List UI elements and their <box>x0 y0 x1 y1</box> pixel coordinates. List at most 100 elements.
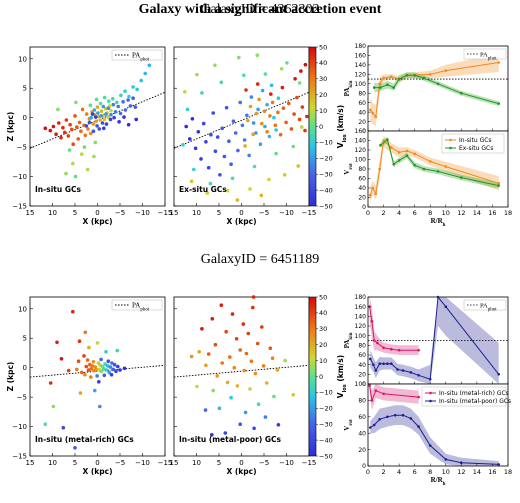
series-point <box>370 319 374 323</box>
series-point <box>390 75 393 78</box>
gc-point <box>282 173 287 177</box>
gc-point <box>268 114 272 118</box>
gc-point <box>117 120 121 124</box>
y-tick-label: 160 <box>355 304 367 311</box>
gc-point <box>108 117 113 122</box>
series-point <box>369 357 372 361</box>
gc-point <box>88 362 92 367</box>
gc-point <box>111 367 116 372</box>
colorbar: 50 40 30 20 10 0 −10 −20 −30 −40 −50 Vlos (km/s) <box>308 43 348 210</box>
gc-point <box>237 55 241 60</box>
gc-point <box>272 115 276 120</box>
gc-point <box>48 128 53 133</box>
legend-marker <box>449 146 452 150</box>
gc-point <box>147 63 152 68</box>
series-point <box>382 346 385 350</box>
gc-point <box>78 391 83 395</box>
y-tick-label: 100 <box>355 81 367 88</box>
y-tick-label: 160 <box>355 128 367 135</box>
gc-point <box>98 101 103 106</box>
gc-point <box>111 97 115 101</box>
gc-point <box>70 127 74 132</box>
gc-point <box>73 174 78 179</box>
series-point <box>378 418 382 421</box>
gc-point <box>252 164 257 169</box>
series-point <box>428 377 432 381</box>
gc-point <box>115 100 119 105</box>
gc-point <box>87 120 92 125</box>
gc-point <box>103 362 107 366</box>
series-point <box>392 86 396 89</box>
gc-point <box>255 341 260 346</box>
gc-point <box>279 67 284 71</box>
gc-point <box>89 367 93 371</box>
gc-point <box>97 127 102 131</box>
colorbar-tick-label: 30 <box>319 325 327 333</box>
gc-point <box>122 366 127 371</box>
x-tick-label: 16 <box>488 468 496 476</box>
gc-point <box>94 97 99 102</box>
gc-point <box>88 103 93 108</box>
series-point <box>378 362 382 366</box>
scatter-panel-2-2: 15 10 5 0 −5 −10 −15 In-situ (metal-poor) GCs X … <box>170 295 316 476</box>
gc-point <box>100 121 105 125</box>
x-tick-label: 10 <box>192 209 201 217</box>
x-tick-label: 6 <box>413 209 417 217</box>
uncertainty-band <box>370 135 499 203</box>
series-point <box>405 74 409 77</box>
x-tick-label: 0 <box>239 209 243 217</box>
gc-point <box>83 372 87 377</box>
gc-point <box>242 368 246 373</box>
x-tick-label: 18 <box>504 468 512 476</box>
gc-point <box>256 107 260 112</box>
series-point <box>428 444 432 447</box>
gc-point <box>243 410 248 415</box>
gc-point <box>109 372 114 377</box>
colorbar-bar <box>308 296 317 457</box>
gc-point <box>95 124 99 128</box>
x-tick-label: 4 <box>397 468 401 476</box>
series-point <box>390 146 393 149</box>
gc-point <box>123 89 127 93</box>
series-point <box>460 461 463 465</box>
colorbar-tick-label: 20 <box>319 341 327 349</box>
series-point <box>409 417 413 420</box>
uncertainty-band <box>369 384 419 411</box>
gc-point <box>97 380 101 384</box>
x-tick-label: −15 <box>158 459 173 467</box>
v-rot-panel-2: 0 2 4 6 8 10 12 14 16 18 0 20 40 60 80 100 Vrot In-situ (… <box>343 381 512 476</box>
gc-point <box>84 112 89 116</box>
gc-point <box>143 71 147 76</box>
gc-point <box>86 127 90 131</box>
gc-point <box>293 77 297 81</box>
gc-point <box>246 331 251 336</box>
legend-box <box>111 49 163 61</box>
gc-point <box>54 132 58 136</box>
series-point <box>392 163 396 166</box>
gc-point <box>43 126 48 131</box>
gc-point <box>209 132 213 137</box>
gc-point <box>122 115 126 119</box>
x-axis-label: X (kpc) <box>226 467 256 476</box>
gc-point <box>248 104 253 109</box>
gc-point <box>94 119 98 123</box>
x-tick-label: 10 <box>48 459 57 467</box>
x-tick-label: 12 <box>457 209 465 217</box>
x-tick-label: 2 <box>381 468 385 476</box>
gc-point <box>220 361 224 365</box>
gc-point <box>283 358 287 363</box>
gc-point <box>80 370 84 375</box>
x-tick-label: −5 <box>259 459 269 467</box>
y-tick-label: 140 <box>355 138 367 145</box>
gc-point <box>205 191 210 195</box>
gc-point <box>133 105 138 109</box>
gc-point <box>66 134 71 138</box>
gc-point <box>112 115 116 120</box>
series-point <box>397 348 401 352</box>
gc-point <box>289 127 294 131</box>
gc-point <box>235 198 240 202</box>
y-tick-label: −5 <box>17 394 27 402</box>
gc-point <box>303 62 308 67</box>
gc-point <box>93 388 97 393</box>
series-point <box>436 82 440 86</box>
